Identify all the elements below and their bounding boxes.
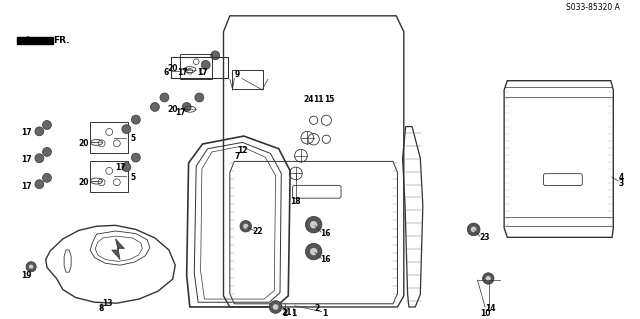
Circle shape: [150, 102, 159, 111]
Text: 21: 21: [282, 308, 292, 317]
Text: 7: 7: [235, 152, 240, 161]
Text: FR.: FR.: [52, 36, 69, 45]
Circle shape: [182, 102, 191, 111]
Text: 10: 10: [480, 309, 490, 318]
Circle shape: [195, 93, 204, 102]
Text: 1: 1: [291, 309, 296, 318]
Circle shape: [483, 273, 494, 284]
Text: 5: 5: [130, 173, 135, 182]
Text: 9: 9: [235, 70, 240, 79]
Polygon shape: [112, 239, 124, 259]
Text: 17: 17: [175, 108, 186, 117]
Circle shape: [201, 60, 210, 69]
Text: 17: 17: [21, 155, 32, 164]
Text: 20: 20: [168, 105, 178, 114]
Text: 19: 19: [21, 271, 32, 280]
Circle shape: [131, 115, 140, 124]
Text: 2: 2: [282, 309, 288, 318]
Circle shape: [160, 93, 169, 102]
Text: 16: 16: [320, 229, 330, 238]
Circle shape: [35, 127, 44, 136]
Circle shape: [305, 216, 322, 233]
Circle shape: [42, 121, 51, 130]
Text: 16: 16: [320, 255, 330, 264]
Circle shape: [486, 276, 491, 281]
Text: 1: 1: [323, 309, 328, 318]
Text: S033-85320 A: S033-85320 A: [566, 3, 620, 12]
Text: 14: 14: [485, 304, 495, 313]
Text: 11: 11: [314, 95, 324, 104]
Circle shape: [305, 243, 322, 260]
Text: 6: 6: [164, 68, 169, 77]
Text: 22: 22: [253, 227, 263, 236]
Circle shape: [310, 248, 317, 255]
Circle shape: [310, 221, 317, 228]
Circle shape: [122, 163, 131, 172]
Text: 17: 17: [177, 68, 188, 77]
Text: 2: 2: [315, 304, 320, 313]
Circle shape: [211, 51, 220, 60]
Text: 4: 4: [619, 173, 624, 182]
Circle shape: [26, 262, 36, 272]
Circle shape: [42, 174, 51, 182]
Circle shape: [131, 153, 140, 162]
Text: 17: 17: [21, 182, 32, 190]
Text: 3: 3: [619, 179, 624, 188]
Text: 24: 24: [303, 95, 314, 104]
Circle shape: [269, 300, 282, 313]
Text: 8: 8: [99, 304, 104, 313]
Text: 12: 12: [237, 145, 248, 154]
Circle shape: [273, 304, 278, 310]
Circle shape: [35, 180, 44, 189]
Text: 20: 20: [168, 64, 178, 73]
Circle shape: [467, 223, 480, 236]
Polygon shape: [17, 37, 53, 44]
Text: 20: 20: [79, 178, 89, 187]
Circle shape: [122, 125, 131, 134]
Text: 17: 17: [197, 68, 208, 77]
Circle shape: [42, 147, 51, 156]
Circle shape: [240, 220, 252, 232]
Circle shape: [35, 154, 44, 163]
Text: 13: 13: [102, 299, 113, 308]
Text: 5: 5: [130, 134, 135, 143]
Circle shape: [29, 264, 33, 269]
Text: 18: 18: [291, 197, 301, 206]
Text: 15: 15: [324, 95, 335, 104]
Circle shape: [471, 226, 477, 232]
Circle shape: [243, 224, 248, 229]
Text: 17: 17: [21, 128, 32, 137]
Text: 23: 23: [480, 233, 490, 242]
Text: 17: 17: [115, 163, 125, 172]
Text: 20: 20: [79, 139, 89, 148]
